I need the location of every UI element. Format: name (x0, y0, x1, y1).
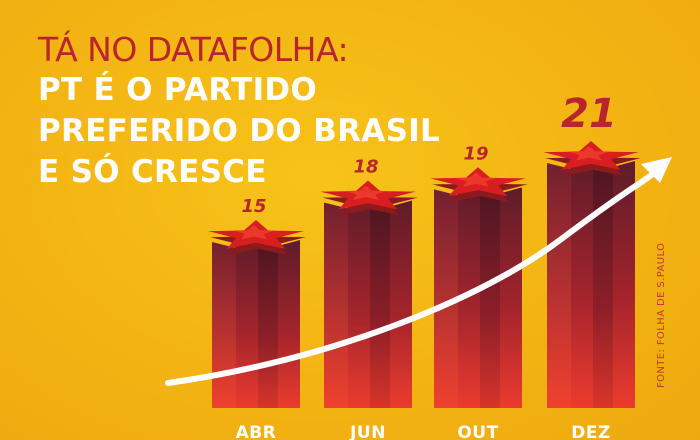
bar-facet (613, 161, 635, 408)
bar-facet (236, 238, 258, 408)
bars-layer (208, 141, 641, 408)
bar-facet (278, 240, 300, 408)
bar-facet (593, 159, 613, 408)
bar-facet (500, 187, 522, 408)
x-tick-label-dez: DEZ (571, 423, 611, 440)
bar-facet (258, 238, 278, 408)
bar-jun (320, 180, 418, 408)
value-label-abr: 15 (241, 196, 266, 217)
x-tick-label-out: OUT (457, 423, 498, 440)
bar-facet (480, 185, 500, 408)
trend-arrow (165, 157, 672, 386)
bar-dez (543, 141, 641, 408)
value-label-dez: 21 (561, 91, 617, 137)
bar-out (430, 167, 528, 408)
headline-line-2: PREFERIDO DO BRASIL (38, 113, 441, 149)
headline-kicker: TÁ NO DATAFOLHA: (38, 30, 349, 69)
value-label-jun: 18 (353, 157, 378, 178)
bar-facet (348, 198, 370, 408)
x-tick-label-abr: ABR (236, 423, 277, 440)
bar-facet (434, 189, 458, 408)
trend-arrow-head (641, 157, 672, 183)
bar-facet (324, 202, 348, 408)
star-cap-highlight (455, 172, 497, 187)
trend-arrow-line (165, 169, 658, 386)
bar-facet (370, 198, 390, 408)
bar-facet (212, 242, 236, 408)
headline: TÁ NO DATAFOLHA: PT É O PARTIDO PREFERID… (38, 30, 440, 193)
x-tick-label-jun: JUN (349, 423, 386, 440)
bar-abr (208, 220, 306, 408)
star-cap-highlight (345, 185, 387, 200)
headline-line-3: E SÓ CRESCE (38, 154, 267, 190)
source-credit: FONTE: FOLHA DE S.PAULO (656, 242, 667, 388)
star-cap-highlight (233, 225, 275, 240)
bar-facet (547, 163, 571, 408)
bar-facet (571, 159, 593, 408)
headline-line-1: PT É O PARTIDO (38, 72, 318, 108)
star-cap-highlight (568, 146, 610, 161)
value-label-out: 19 (463, 143, 488, 164)
bar-facet (390, 200, 412, 408)
labels-layer: 15 ABR 18 JUN 19 OUT 21 DEZ (236, 91, 617, 440)
